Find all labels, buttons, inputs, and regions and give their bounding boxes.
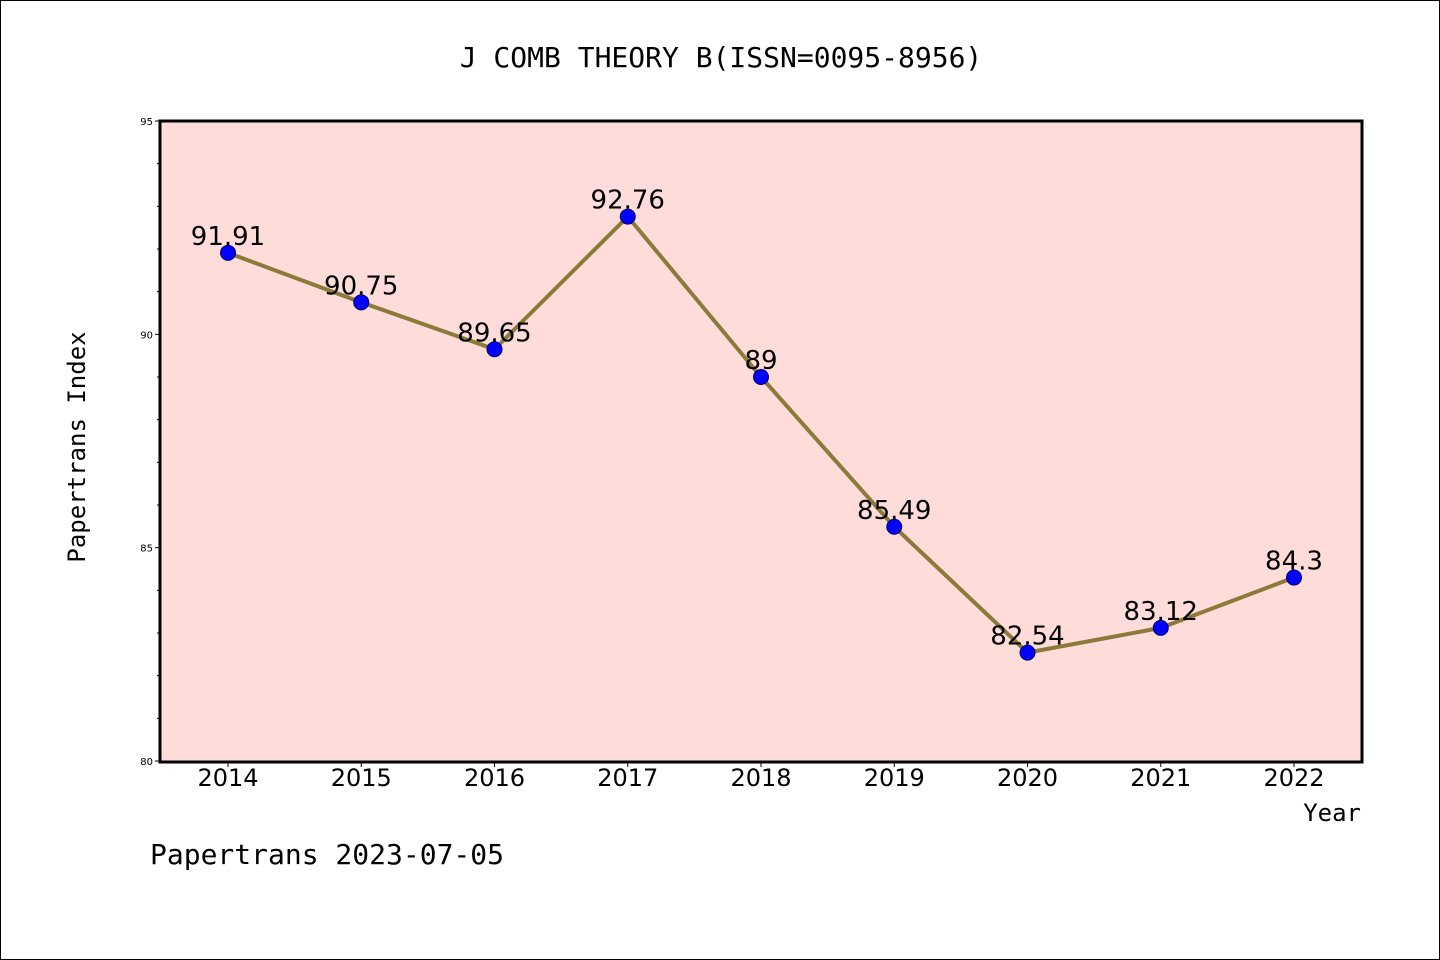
data-point xyxy=(353,294,370,311)
y-tick-label: 80 xyxy=(140,757,153,768)
x-tick-label: 2014 xyxy=(197,764,258,792)
x-tick-label: 2015 xyxy=(331,764,392,792)
data-point xyxy=(220,244,236,261)
data-point xyxy=(1286,569,1302,586)
x-tick-label: 2019 xyxy=(864,764,925,792)
x-tick-label: 2016 xyxy=(464,764,525,792)
x-axis: 2014 2015 2016 2017 2018 2019 2020 2021 2022 xyxy=(197,761,1325,792)
footer-watermark: Papertrans 2023-07-05 xyxy=(150,838,504,871)
x-tick-label: 2021 xyxy=(1130,764,1191,792)
data-label: 89.65 xyxy=(457,318,531,348)
x-tick-label: 2018 xyxy=(730,764,791,792)
data-label: 82.54 xyxy=(990,622,1064,652)
data-label: 91.91 xyxy=(191,222,265,252)
data-label: 92.76 xyxy=(591,186,665,216)
data-label: 84.3 xyxy=(1265,547,1323,577)
x-axis-title: Year xyxy=(1303,799,1361,827)
y-tick-label: 85 xyxy=(140,544,153,555)
chart-title: J COMB THEORY B(ISSN=0095-8956) xyxy=(460,41,983,74)
x-tick-label: 2020 xyxy=(997,764,1058,792)
y-axis: 80 85 90 95 xyxy=(140,117,161,768)
data-label: 85.49 xyxy=(857,496,931,526)
y-tick-label: 90 xyxy=(140,330,153,341)
data-point xyxy=(619,208,636,225)
x-tick-label: 2022 xyxy=(1263,764,1324,792)
plot-area xyxy=(158,119,1364,764)
data-point xyxy=(486,341,503,358)
data-point xyxy=(753,369,769,385)
series-layer: 91.91 90.75 89.65 92.76 89 85.49 82.54 83.12 84.… xyxy=(191,186,1323,661)
data-point xyxy=(1019,644,1036,661)
data-label: 89 xyxy=(744,346,777,376)
data-label: 90.75 xyxy=(324,271,398,301)
data-label: 83.12 xyxy=(1124,597,1198,627)
y-tick-label: 95 xyxy=(140,117,153,128)
data-point xyxy=(1152,619,1169,636)
y-axis-title: Papertrans Index xyxy=(63,331,91,562)
x-tick-label: 2017 xyxy=(597,764,658,792)
data-point xyxy=(886,518,903,535)
